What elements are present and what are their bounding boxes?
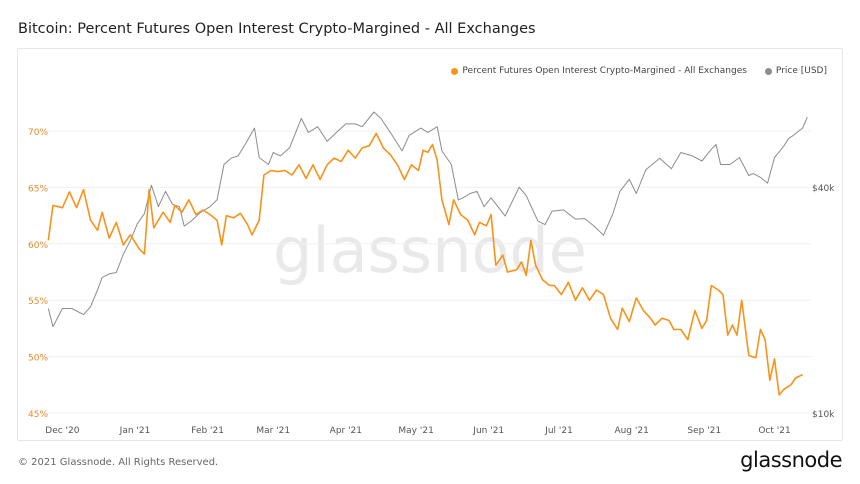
x-tick-label: Jul '21 (544, 426, 573, 436)
y-right-tick-label: $40k (812, 184, 835, 194)
legend-label: Price [USD] (775, 66, 827, 76)
y-left-tick-label: 45% (28, 410, 48, 420)
chart-card (17, 48, 843, 441)
chart-legend: Percent Futures Open Interest Crypto-Mar… (451, 66, 827, 76)
y-left-tick-label: 60% (28, 241, 48, 251)
price-line (47, 111, 808, 328)
legend-dot-icon (764, 67, 772, 75)
x-tick-label: Sep '21 (687, 426, 721, 436)
x-tick-label: Oct '21 (758, 426, 790, 436)
x-tick-label: Apr '21 (330, 426, 362, 436)
watermark: glassnode (273, 214, 587, 287)
x-tick-label: Feb '21 (191, 426, 224, 436)
x-tick-label: Jun '21 (472, 426, 504, 436)
y-left-tick-label: 50% (28, 354, 48, 364)
page-title: Bitcoin: Percent Futures Open Interest C… (18, 21, 536, 37)
x-tick-label: Dec '20 (45, 426, 79, 436)
x-tick-label: Jan '21 (119, 426, 151, 436)
x-tick-label: Mar '21 (256, 426, 290, 436)
legend-label: Percent Futures Open Interest Crypto-Mar… (462, 66, 747, 76)
y-left-tick-label: 70% (28, 128, 48, 138)
glassnode-logo: glassnode (740, 448, 842, 472)
x-tick-label: Aug '21 (614, 426, 648, 436)
copyright: © 2021 Glassnode. All Rights Reserved. (18, 457, 219, 468)
y-left-tick-label: 55% (28, 297, 48, 307)
y-right-tick-label: $10k (812, 410, 835, 420)
legend-dot-icon (451, 67, 459, 75)
y-left-tick-label: 65% (28, 184, 48, 194)
percent-line (47, 132, 803, 396)
legend-item-percent[interactable]: Percent Futures Open Interest Crypto-Mar… (451, 66, 747, 76)
legend-item-price[interactable]: Price [USD] (764, 66, 827, 76)
x-tick-label: May '21 (398, 426, 433, 436)
